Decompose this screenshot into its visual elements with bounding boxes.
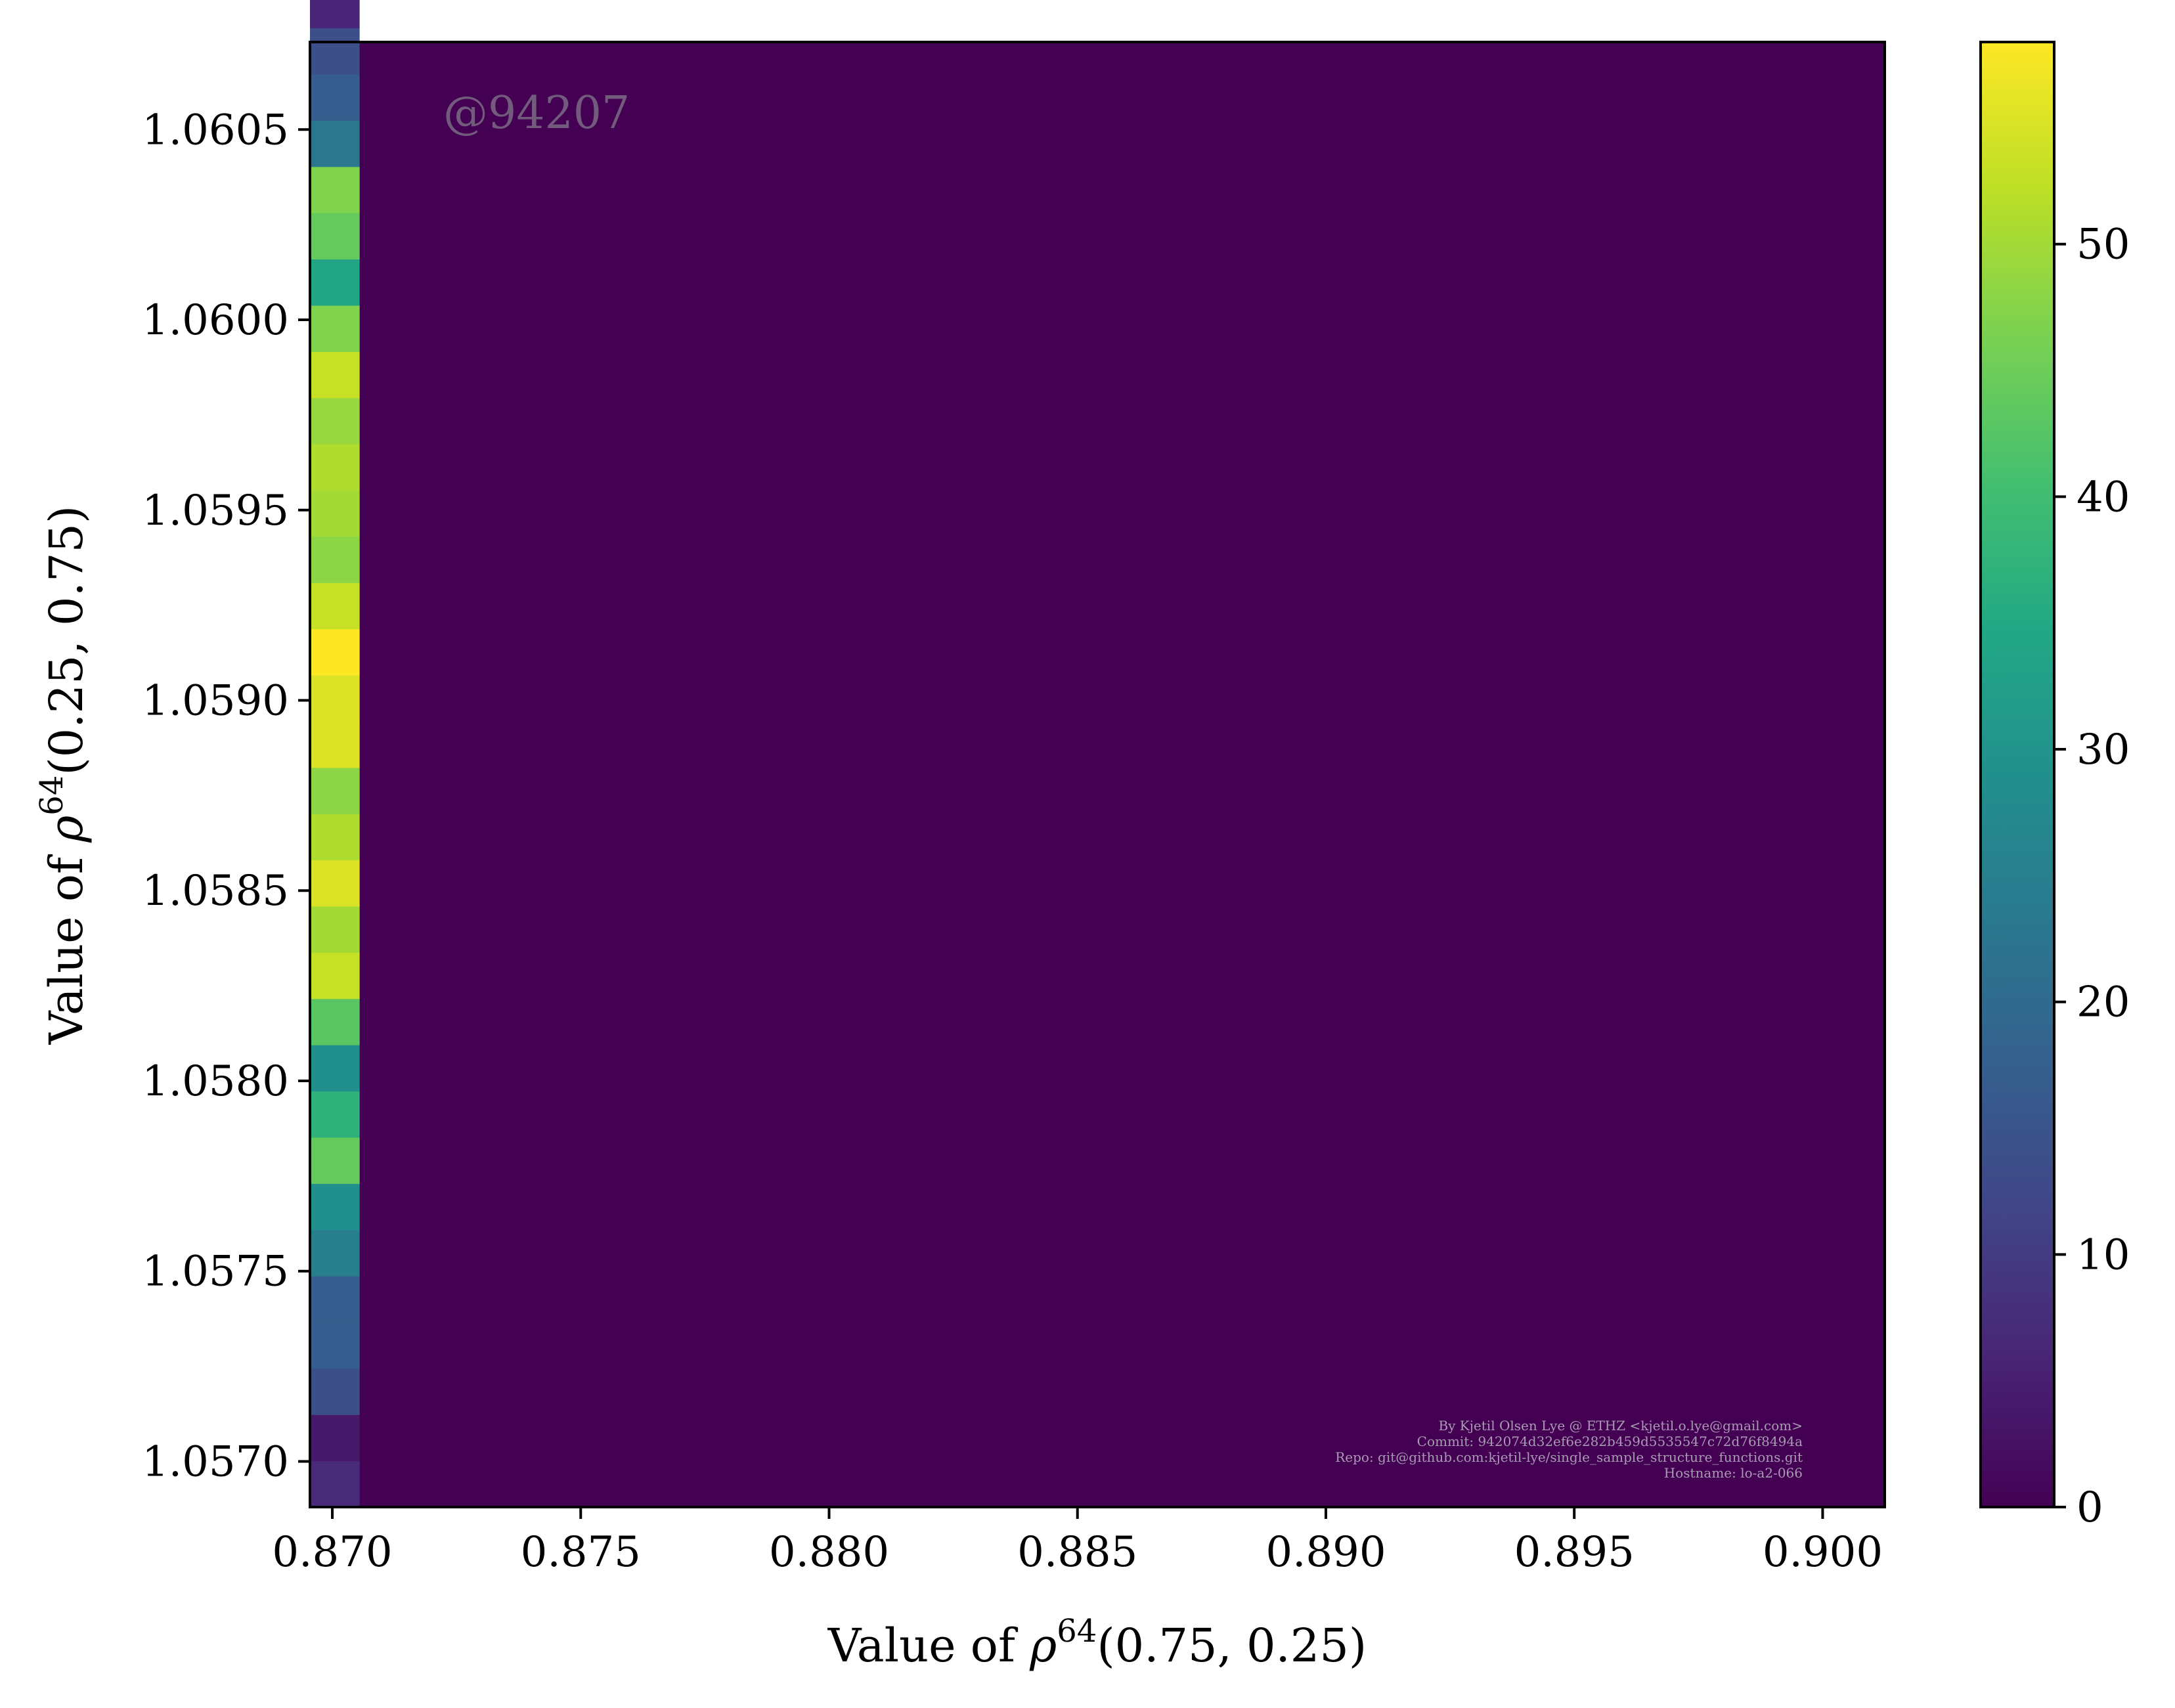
x-tick-label: 0.895 <box>1514 1528 1635 1577</box>
heatmap-bin <box>310 1137 360 1184</box>
watermark: @94207 <box>443 87 630 139</box>
heatmap-bin <box>310 397 360 445</box>
y-tick-label: 1.0595 <box>142 487 289 535</box>
x-tick-label: 0.870 <box>272 1528 392 1577</box>
heatmap-bin <box>310 74 360 121</box>
y-tick-label: 1.0575 <box>142 1248 289 1296</box>
heatmap-bin <box>310 0 360 29</box>
y-tick-label: 1.0605 <box>142 106 289 154</box>
credit-line: Repo: git@github.com:kjetil-lye/single_s… <box>1335 1449 1803 1465</box>
heatmap-bin <box>310 444 360 491</box>
heatmap-bin <box>310 1045 360 1092</box>
plot-area: @94207 By Kjetil Olsen Lye @ ETHZ <kjeti… <box>309 0 1886 1508</box>
heatmap-bin <box>310 1091 360 1138</box>
heatmap-bin <box>310 1368 360 1415</box>
colorbar-tick-label: 50 <box>2076 221 2130 269</box>
credit-line: Hostname: lo-a2-066 <box>1664 1465 1803 1481</box>
plot-frame <box>309 41 1886 1508</box>
heatmap-bin <box>310 213 360 260</box>
y-tick-label: 1.0585 <box>142 867 289 915</box>
heatmap-bin <box>310 166 360 213</box>
colorbar-tick-label: 20 <box>2076 978 2130 1027</box>
heatmap-bin <box>310 1414 360 1462</box>
heatmap-bin <box>310 305 360 352</box>
colorbar-tick-label: 10 <box>2076 1231 2130 1279</box>
heatmap-bin <box>310 536 360 583</box>
heatmap-bin <box>310 767 360 814</box>
heatmap-bin <box>310 1229 360 1277</box>
heatmap-bin <box>310 28 360 75</box>
heatmap-bin <box>310 1183 360 1231</box>
x-axis-ticks: 0.870 0.875 0.880 0.885 0.890 0.895 0.900 <box>272 1507 1883 1577</box>
colorbar-tick-label: 0 <box>2076 1483 2103 1532</box>
heatmap-bin <box>310 1322 360 1369</box>
heatmap-bin <box>310 351 360 399</box>
colorbar-frame <box>1979 41 2055 1508</box>
heatmap-bin <box>310 721 360 768</box>
y-tick-label: 1.0570 <box>142 1437 289 1486</box>
x-tick-label: 0.900 <box>1763 1528 1883 1577</box>
y-tick-label: 1.0580 <box>142 1057 289 1106</box>
credit-line: Commit: 942074d32ef6e282b459d5535547c72d… <box>1417 1434 1803 1449</box>
credit-line: By Kjetil Olsen Lye @ ETHZ <kjetil.o.lye… <box>1438 1418 1803 1434</box>
heatmap-bin <box>310 814 360 861</box>
heatmap-bin <box>310 952 360 999</box>
heatmap-bin <box>310 120 360 167</box>
heatmap-bin <box>310 906 360 953</box>
colorbar-gradient <box>1981 42 2054 1507</box>
plot-background <box>310 42 1885 1507</box>
heatmap-bin <box>310 1460 360 1508</box>
y-tick-label: 1.0600 <box>142 296 289 345</box>
colorbar-tick-label: 30 <box>2076 726 2130 774</box>
x-tick-label: 0.890 <box>1265 1528 1386 1577</box>
x-tick-label: 0.880 <box>769 1528 889 1577</box>
colorbar-ticks: 0 10 20 30 40 50 <box>2054 221 2130 1532</box>
colorbar-tick-label: 40 <box>2076 473 2130 521</box>
heatmap-bin <box>310 860 360 907</box>
heatmap-bin <box>310 628 360 676</box>
credits-block: By Kjetil Olsen Lye @ ETHZ <kjetil.o.lye… <box>1335 1418 1803 1481</box>
y-tick-label: 1.0590 <box>142 677 289 726</box>
heatmap-bin <box>310 582 360 630</box>
x-axis-label: Value of ρ64(0.75, 0.25) <box>827 1613 1367 1673</box>
y-axis-ticks: 1.0570 1.0575 1.0580 1.0585 1.0590 1.0595 1.06… <box>142 106 310 1486</box>
heatmap-bin <box>310 259 360 306</box>
colorbar: 0 10 20 30 40 50 <box>1979 41 2130 1532</box>
x-tick-label: 0.885 <box>1017 1528 1137 1577</box>
x-tick-label: 0.875 <box>521 1528 641 1577</box>
histogram-bins <box>310 0 360 1508</box>
heatmap-bin <box>310 490 360 537</box>
y-axis-label: Value of ρ64(0.25, 0.75) <box>33 506 93 1045</box>
heatmap-bin <box>310 674 360 722</box>
heatmap-bin <box>310 998 360 1045</box>
heatmap-bin <box>310 1276 360 1323</box>
